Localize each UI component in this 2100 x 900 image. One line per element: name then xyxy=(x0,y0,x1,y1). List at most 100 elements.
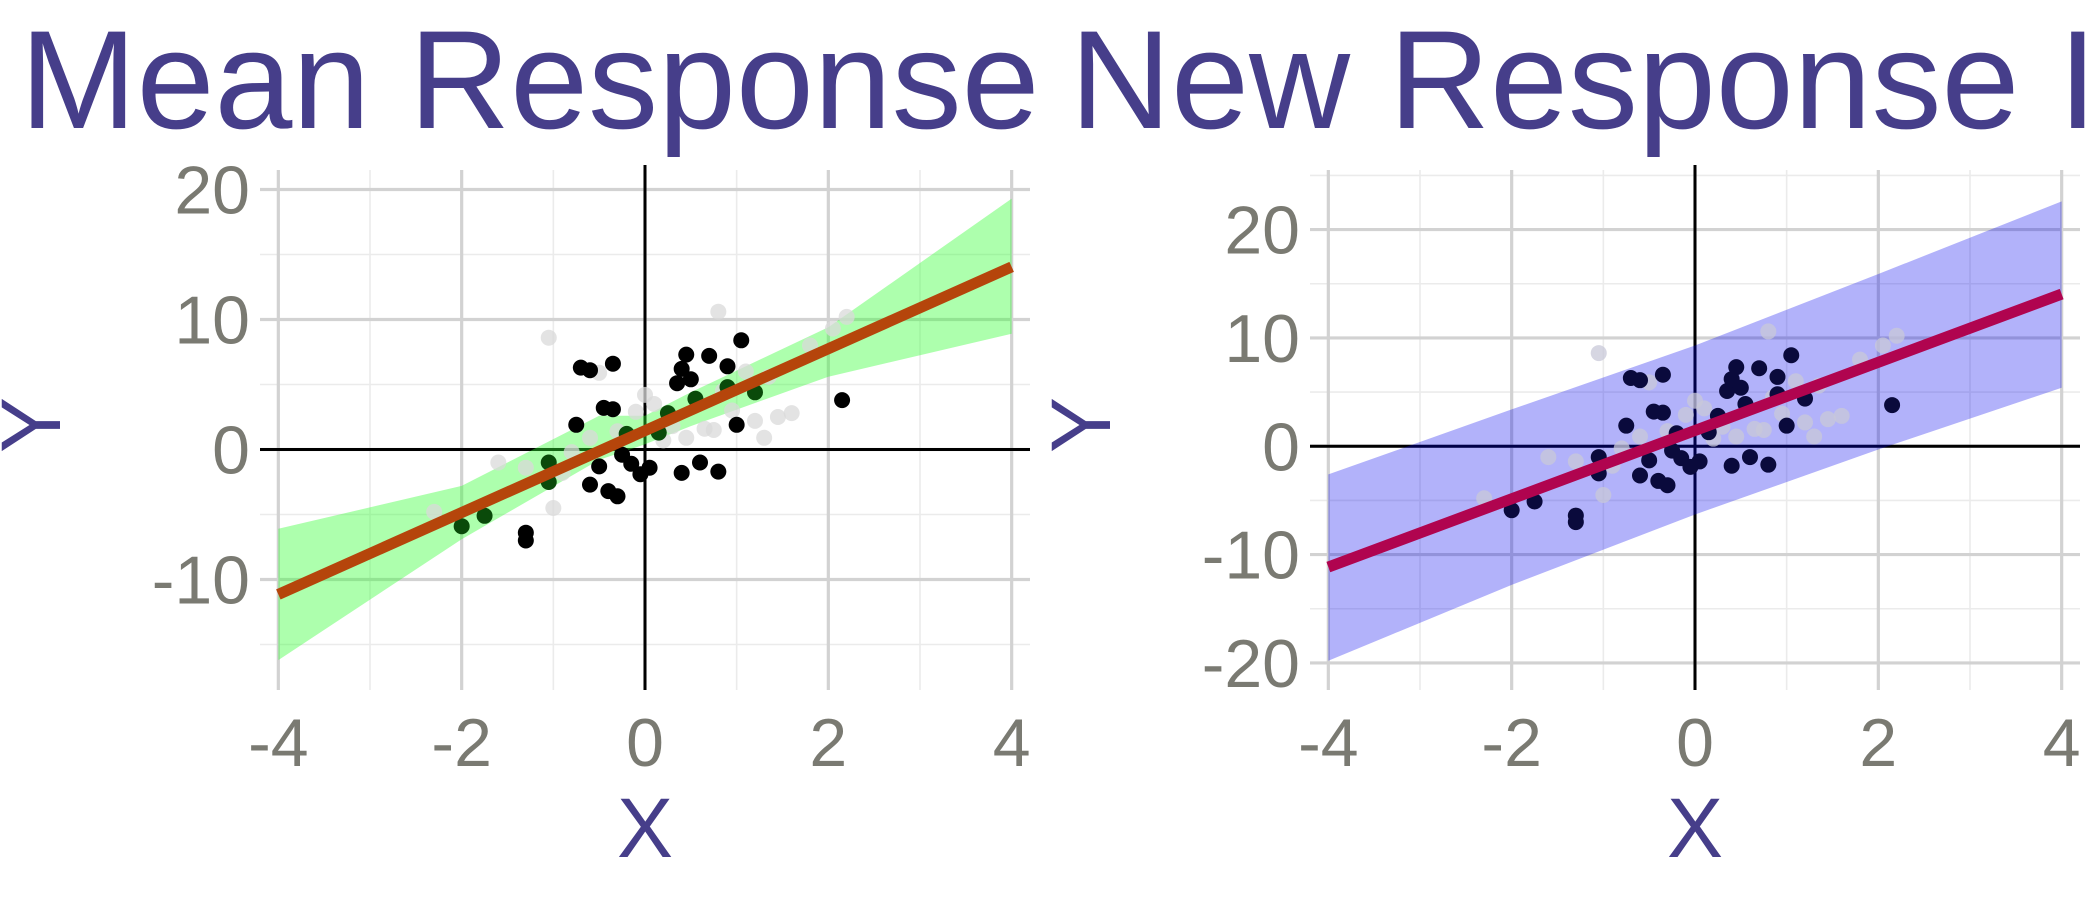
left-data-point xyxy=(673,464,690,481)
left-y-axis-title: Y xyxy=(0,397,78,453)
left-data-point xyxy=(719,358,736,375)
right-data-point xyxy=(1567,514,1584,531)
right-faded-point xyxy=(1677,406,1694,423)
left-data-point xyxy=(609,488,626,505)
right-data-point xyxy=(1884,397,1901,414)
left-faded-point xyxy=(838,308,855,325)
left-x-axis-title: X xyxy=(617,781,673,875)
left-x-tick-label: 4 xyxy=(993,705,1031,781)
right-data-point xyxy=(1769,368,1786,385)
left-faded-point xyxy=(747,412,763,429)
right-x-tick-label: 2 xyxy=(1859,705,1897,781)
right-faded-point xyxy=(1590,345,1607,362)
left-faded-point xyxy=(627,403,644,420)
left-data-point xyxy=(710,463,727,480)
left-faded-point xyxy=(783,405,800,422)
right-data-point xyxy=(1503,502,1520,519)
left-data-point xyxy=(682,371,699,388)
left-data-point xyxy=(728,416,745,433)
left-faded-point xyxy=(705,422,722,438)
left-data-point xyxy=(834,392,851,409)
right-x-tick-labels: -4 -2 0 2 4 xyxy=(1298,705,2080,781)
left-faded-point xyxy=(426,503,443,520)
left-data-point xyxy=(673,360,690,377)
left-data-point xyxy=(591,458,608,475)
right-faded-point xyxy=(1787,373,1804,390)
right-data-point xyxy=(1618,417,1635,434)
left-x-tick-label: 0 xyxy=(626,705,664,781)
right-y-tick-labels: -20 -10 0 10 20 xyxy=(1202,193,1300,702)
left-y-tick-label: 10 xyxy=(174,283,250,359)
right-data-point xyxy=(1783,347,1800,364)
left-faded-point xyxy=(646,396,663,412)
right-data-point xyxy=(1691,453,1708,470)
right-data-point xyxy=(1728,359,1745,376)
left-fit-line xyxy=(276,261,1014,600)
left-data-point xyxy=(604,401,621,418)
right-x-tick-label: -4 xyxy=(1298,705,1358,781)
right-faded-point xyxy=(1797,414,1813,431)
left-faded-point xyxy=(517,459,534,476)
right-faded-point xyxy=(1806,428,1823,445)
mean-response-panel: Mean Response -4 -2 0 2 4 -10 0 10 20 X Y xyxy=(0,1,1040,875)
right-x-tick-label: 4 xyxy=(2043,705,2081,781)
right-data-point xyxy=(1751,360,1768,377)
left-data-point xyxy=(582,476,598,493)
right-data-point xyxy=(1742,449,1758,466)
right-faded-point xyxy=(1595,487,1612,503)
left-faded-point xyxy=(756,429,773,446)
right-faded-point xyxy=(1760,323,1777,340)
left-faded-point xyxy=(769,409,786,425)
left-x-tick-label: 2 xyxy=(809,705,847,781)
left-faded-point xyxy=(824,320,841,337)
left-data-point xyxy=(623,455,640,472)
left-faded-point xyxy=(678,429,695,446)
left-data-point xyxy=(568,416,585,433)
left-faded-point xyxy=(737,363,754,380)
right-data-point xyxy=(1760,456,1777,473)
right-y-axis-title: Y xyxy=(1034,397,1128,453)
left-data-point xyxy=(692,454,708,471)
right-faded-point xyxy=(1888,327,1905,344)
left-chart-title: Mean Response xyxy=(20,1,1040,158)
right-x-axis-title: X xyxy=(1667,781,1723,875)
left-y-tick-labels: -10 0 10 20 xyxy=(152,153,250,619)
left-x-tick-labels: -4 -2 0 2 4 xyxy=(248,705,1030,781)
right-data-point xyxy=(1632,467,1648,484)
left-x-tick-label: -2 xyxy=(431,705,491,781)
right-x-tick-label: -2 xyxy=(1481,705,1541,781)
right-data-point xyxy=(1723,457,1740,474)
left-data-point xyxy=(476,507,493,524)
right-faded-point xyxy=(1833,407,1850,424)
right-y-tick-label: -10 xyxy=(1202,518,1300,594)
right-chart-title: New Response Interval xyxy=(1070,1,2100,158)
right-fit-line xyxy=(1326,288,2064,573)
left-data-point xyxy=(669,375,686,392)
left-faded-point xyxy=(710,303,727,320)
right-faded-point xyxy=(1874,337,1891,354)
right-data-point xyxy=(1632,372,1648,389)
right-y-tick-label: -20 xyxy=(1202,626,1300,702)
right-data-point xyxy=(1654,366,1671,383)
right-faded-point xyxy=(1755,422,1772,438)
left-faded-point xyxy=(724,402,741,419)
left-faded-point xyxy=(545,500,562,516)
left-y-tick-label: 0 xyxy=(212,413,250,489)
left-data-point xyxy=(453,518,470,535)
left-data-point xyxy=(678,346,695,363)
right-data-point xyxy=(1654,404,1671,421)
left-data-point xyxy=(582,362,598,379)
right-data-point xyxy=(1641,452,1658,469)
right-faded-point xyxy=(1728,428,1745,445)
right-y-tick-label: 0 xyxy=(1262,409,1300,485)
left-data-point xyxy=(701,347,718,364)
left-data-point xyxy=(641,459,658,476)
right-y-tick-label: 10 xyxy=(1224,301,1300,377)
left-y-tick-label: 20 xyxy=(174,153,250,229)
left-data-point xyxy=(604,355,621,372)
right-y-tick-label: 20 xyxy=(1224,193,1300,269)
left-faded-points xyxy=(426,303,855,520)
right-faded-point xyxy=(1819,411,1836,428)
